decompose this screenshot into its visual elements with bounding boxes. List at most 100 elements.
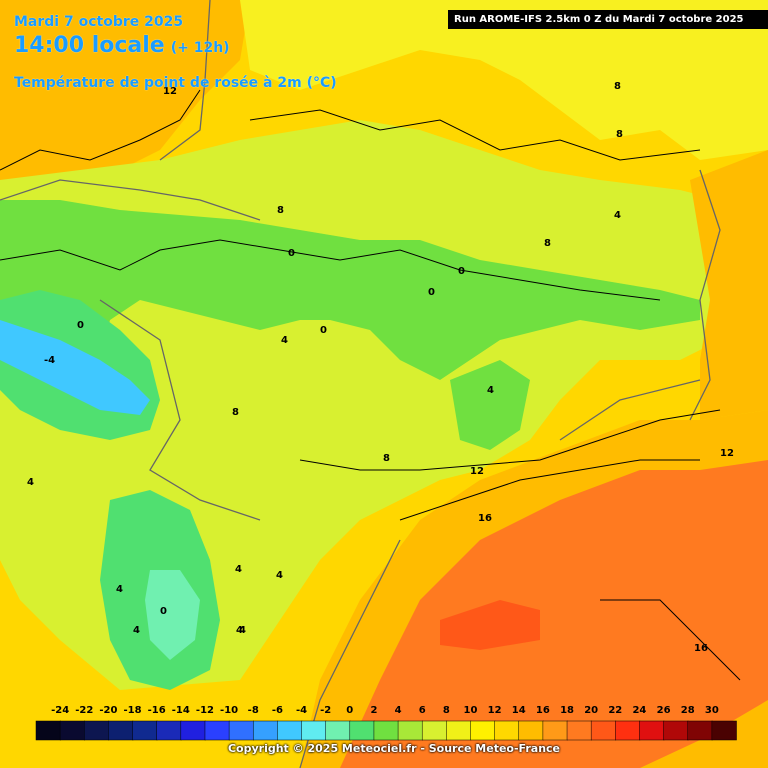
- legend-swatch: [421, 720, 448, 741]
- copyright: Copyright © 2025 Meteociel.fr - Source M…: [227, 742, 561, 755]
- legend-tick-label: -4: [295, 705, 308, 716]
- legend-swatch: [252, 720, 279, 741]
- legend-tick-label: 18: [560, 705, 574, 716]
- legend-swatch: [156, 720, 182, 741]
- legend-tick-label: -16: [147, 705, 166, 716]
- svg-text:8: 8: [383, 453, 390, 464]
- legend-swatch: [615, 720, 641, 741]
- svg-text:0: 0: [288, 248, 295, 259]
- svg-text:4: 4: [235, 564, 242, 575]
- legend-tick-label: 10: [463, 705, 478, 716]
- svg-text:8: 8: [616, 129, 623, 140]
- svg-text:-4: -4: [44, 355, 55, 366]
- legend-colorbar: [35, 720, 737, 741]
- legend-swatch: [301, 720, 327, 741]
- legend-swatch: [84, 720, 110, 741]
- legend-tick-label: 8: [442, 705, 450, 716]
- legend-swatch: [470, 720, 496, 741]
- legend-tick-label: 12: [487, 705, 502, 716]
- legend-swatch: [711, 720, 737, 741]
- legend-tick-label: 20: [584, 705, 599, 716]
- svg-text:4: 4: [133, 625, 140, 636]
- run-info: Run AROME-IFS 2.5km 0 Z du Mardi 7 octob…: [448, 10, 768, 29]
- legend-swatch: [494, 720, 520, 741]
- svg-text:16: 16: [478, 513, 492, 524]
- svg-text:8: 8: [277, 205, 284, 216]
- legend-tick-label: -20: [99, 705, 118, 716]
- legend-swatch: [518, 720, 544, 741]
- legend-tick-label: 28: [680, 705, 695, 716]
- legend-swatch: [277, 720, 303, 741]
- legend-tick-label: -8: [247, 705, 259, 716]
- svg-text:8: 8: [544, 238, 551, 249]
- svg-text:8: 8: [232, 407, 239, 418]
- legend-tick-label: 2: [370, 705, 378, 716]
- svg-text:12: 12: [163, 86, 177, 97]
- southwest-cyan-zone: [145, 570, 200, 660]
- contour-labels: 12 8 8 4 8 8 0 0 0 0 0 4 -4 4 8 8 4 12 1…: [27, 81, 734, 654]
- legend-tick-label: 24: [632, 705, 647, 716]
- svg-text:0: 0: [458, 266, 465, 277]
- svg-text:16: 16: [694, 643, 708, 654]
- legend-swatch: [446, 720, 472, 741]
- svg-text:12: 12: [720, 448, 734, 459]
- parameter-title: Température de point de rosée à 2m (°C): [14, 75, 337, 91]
- legend-swatch: [687, 720, 713, 741]
- north-orange-zone: [0, 0, 250, 190]
- forecast-date: Mardi 7 octobre 2025: [14, 14, 184, 30]
- contour-lines: [0, 89, 741, 681]
- legend-tick-label: 6: [418, 705, 426, 716]
- southeast-red-zone: [440, 600, 540, 650]
- east-green-zone: [450, 360, 530, 450]
- legend-swatch: [108, 720, 134, 741]
- svg-text:12: 12: [470, 466, 484, 477]
- legend-swatch: [590, 720, 617, 741]
- top-yellow-band: [240, 0, 768, 160]
- svg-text:4: 4: [276, 570, 283, 581]
- southeast-red-orange-zone: [340, 460, 768, 768]
- svg-text:4: 4: [27, 477, 34, 488]
- forecast-hour: 14:00 locale (+ 12h): [14, 33, 230, 58]
- legend-swatch: [204, 720, 230, 741]
- svg-text:4: 4: [487, 385, 494, 396]
- legend-swatch: [373, 720, 399, 741]
- svg-text:4: 4: [239, 625, 246, 636]
- legend-tick-label: -10: [220, 705, 239, 716]
- legend-tick-label: -14: [171, 705, 190, 716]
- legend-swatch: [180, 720, 206, 741]
- legend-tick-label: -18: [123, 705, 142, 716]
- svg-text:4: 4: [116, 584, 123, 595]
- green-belt: [0, 200, 700, 380]
- svg-text:4: 4: [236, 625, 243, 636]
- svg-text:0: 0: [77, 320, 84, 331]
- svg-text:0: 0: [428, 287, 435, 298]
- legend-tick-label: 0: [346, 705, 354, 716]
- legend-tick-label: -22: [75, 705, 94, 716]
- svg-text:4: 4: [614, 210, 621, 221]
- legend-tick-label: -6: [271, 705, 283, 716]
- legend-tick-label: -12: [195, 705, 214, 716]
- legend-tick-label: -2: [320, 705, 332, 716]
- legend-tick-label: 30: [704, 705, 719, 716]
- east-orange-zone: [690, 150, 768, 420]
- svg-text:0: 0: [320, 325, 327, 336]
- legend-tick-label: 16: [535, 705, 550, 716]
- legend-tick-label: 22: [608, 705, 623, 716]
- legend-tick-label: 26: [656, 705, 671, 716]
- legend-swatch: [325, 720, 351, 741]
- forecast-offset: (+ 12h): [170, 40, 230, 56]
- svg-text:0: 0: [160, 606, 167, 617]
- legend-swatch: [566, 720, 592, 741]
- legend-swatch: [349, 720, 375, 741]
- legend-swatch: [228, 720, 254, 741]
- legend-swatch: [542, 720, 568, 741]
- legend-swatch: [132, 720, 158, 741]
- west-cyan-zone: [0, 320, 150, 415]
- legend-swatch: [35, 720, 61, 741]
- svg-text:4: 4: [281, 335, 288, 346]
- legend-swatch: [639, 720, 665, 741]
- svg-text:8: 8: [614, 81, 621, 92]
- legend-tick-label: -24: [51, 705, 70, 716]
- legend-swatch: [59, 720, 86, 741]
